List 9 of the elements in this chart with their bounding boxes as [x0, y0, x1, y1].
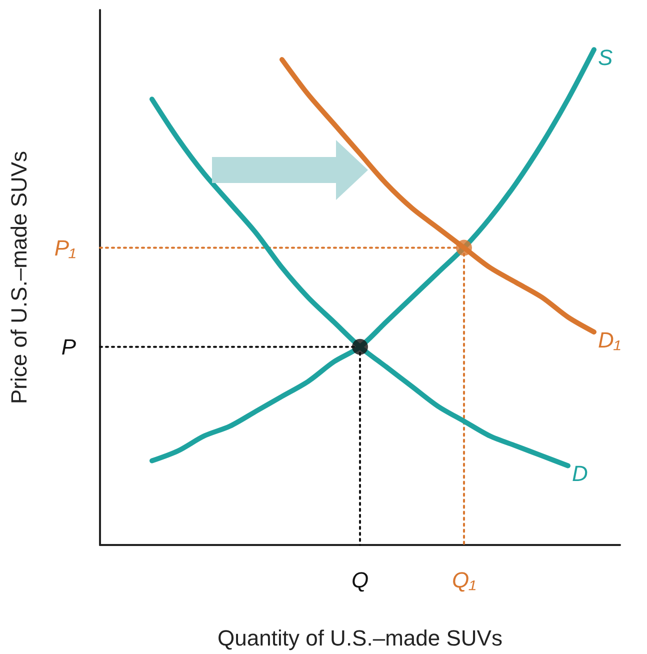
- series-label: D₁: [598, 327, 621, 352]
- series-label: D: [572, 461, 588, 486]
- x-tick-label: Q₁: [452, 568, 476, 592]
- series-label: S: [598, 45, 613, 70]
- y-axis-title: Price of U.S.–made SUVs: [6, 150, 32, 404]
- series-label: P: [61, 334, 76, 360]
- series-label: P₁: [54, 235, 76, 260]
- x-axis-title: Quantity of U.S.–made SUVs: [218, 626, 502, 650]
- x-tick-label: Q: [351, 568, 369, 592]
